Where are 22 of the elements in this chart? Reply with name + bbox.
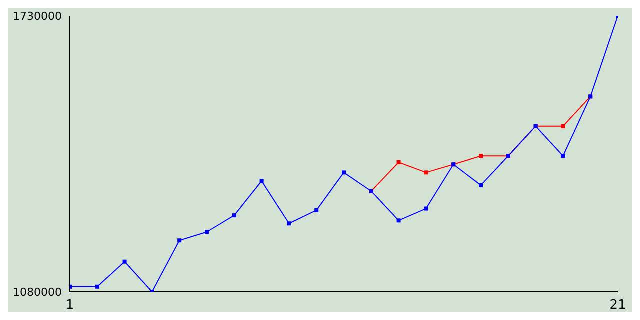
- x-tick-label: 21: [610, 298, 626, 314]
- point: [424, 170, 428, 175]
- point: [424, 206, 428, 211]
- y-tick-label: 1080000: [13, 286, 62, 299]
- point: [479, 183, 483, 188]
- line-series: [70, 16, 618, 292]
- y-tick-label: 1730000: [13, 10, 62, 23]
- point: [314, 208, 319, 212]
- point: [232, 214, 236, 218]
- point: [287, 222, 292, 226]
- point: [396, 218, 401, 223]
- point: [561, 154, 566, 158]
- point: [396, 160, 401, 164]
- point: [122, 260, 127, 264]
- point: [561, 124, 566, 128]
- point: [178, 238, 182, 243]
- point: [95, 284, 100, 289]
- point: [479, 154, 483, 158]
- point: [205, 230, 209, 234]
- x-tick-label: 1: [66, 298, 74, 314]
- point: [342, 170, 346, 175]
- point: [260, 179, 264, 184]
